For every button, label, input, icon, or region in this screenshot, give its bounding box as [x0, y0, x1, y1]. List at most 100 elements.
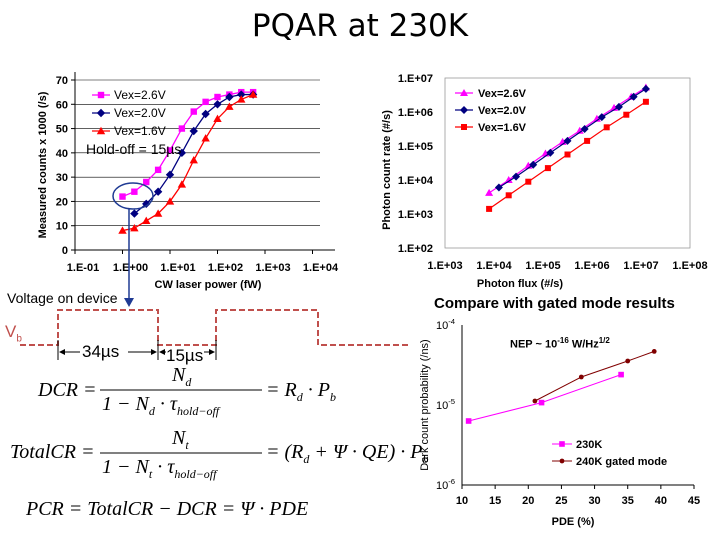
dark-count-x-tick-label: 20	[522, 495, 534, 507]
off-time-label: 15µs	[166, 346, 204, 366]
on-time-label: 34µs	[82, 342, 120, 362]
photon-rate-legend-marker	[461, 124, 467, 130]
pqar-x-tick-label: 1.E+02	[208, 262, 243, 274]
photon-rate-data-point	[564, 151, 571, 158]
dark-count-data-point	[538, 399, 545, 406]
photon-rate-data-point	[575, 126, 584, 134]
pqar-legend-marker	[96, 126, 106, 135]
pqar-data-point	[178, 125, 186, 132]
highlight-ellipse	[112, 182, 154, 210]
pqar-data-point	[130, 223, 139, 232]
pqar-legend-marker	[96, 108, 106, 118]
photon-rate-data-point	[544, 165, 551, 172]
photon-rate-x-tick-label: 1.E+06	[574, 260, 609, 272]
dark-count-y-label: Dark count probability (/ns)	[419, 339, 431, 470]
pqar-data-point	[142, 199, 151, 209]
dark-count-data-point	[625, 358, 631, 364]
photon-rate-data-point	[584, 137, 591, 144]
dark-count-legend: 230K 240K gated mode	[552, 439, 667, 468]
photon-rate-legend-label: Vex=2.0V	[478, 105, 527, 117]
photon-rate-legend: Vex=2.6V Vex=2.0V Vex=1.6V	[455, 88, 527, 134]
pqar-y-tick-label: 30	[56, 172, 68, 184]
photon-rate-series-line	[498, 88, 647, 188]
dark-count-x-tick-label: 30	[588, 495, 600, 507]
pqar-data-point	[177, 148, 187, 158]
off-arrowhead-left	[159, 349, 165, 355]
dark-count-y-tick-label: 10-6	[436, 477, 455, 492]
pqar-legend-label: Vex=2.6V	[114, 88, 166, 102]
photon-rate-y-tick-label: 1.E+04	[398, 175, 434, 187]
pqar-data-point	[213, 114, 222, 123]
pqar-legend-label: Vex=1.6V	[114, 124, 166, 138]
pqar-y-tick-label: 20	[56, 196, 68, 208]
dark-count-data-point	[578, 374, 584, 380]
pqar-x-tick-label: 1.E+03	[255, 262, 290, 274]
pqar-data-point	[143, 178, 150, 186]
photon-rate-chart: Photon count rate (#/s) Photon flux (#/s…	[381, 73, 708, 290]
photon-rate-x-label: Photon flux (#/s)	[477, 278, 564, 290]
photon-rate-data-point	[580, 125, 589, 133]
dark-count-x-tick-label: 10	[456, 495, 468, 507]
totalcr-denominator: 1 − Nt · τhold−off	[102, 456, 217, 481]
pqar-data-point	[189, 155, 198, 164]
pqar-data-point	[189, 126, 198, 136]
pqar-data-point	[154, 166, 162, 174]
dark-count-x-tick-label: 45	[688, 495, 700, 507]
pqar-data-point	[166, 147, 174, 154]
pulse-caption: Voltage on device	[7, 290, 118, 306]
nep-annotation: NEP ~ 10-16 W/Hz1/2	[510, 336, 610, 351]
dark-count-data-point	[465, 418, 472, 424]
dark-count-data-point	[618, 371, 624, 378]
pcr-equation: PCR = TotalCR − DCR = Ψ · PDE	[26, 498, 309, 520]
pqar-x-tick-label: 1.E+00	[113, 262, 148, 274]
photon-rate-data-point	[597, 113, 606, 122]
photon-rate-data-point	[641, 84, 650, 93]
pqar-y-tick-label: 60	[56, 99, 68, 111]
off-arrowhead-right	[209, 349, 215, 355]
pqar-data-point	[119, 193, 126, 200]
on-arrowhead-left	[59, 349, 65, 355]
pqar-data-point	[142, 216, 151, 225]
photon-rate-y-tick-label: 1.E+07	[398, 73, 433, 85]
dark-count-x-tick-label: 40	[655, 495, 667, 507]
photon-rate-data-point	[494, 183, 503, 192]
photon-rate-legend-label: Vex=2.6V	[478, 88, 527, 100]
dcr-numerator: Nd	[172, 364, 192, 389]
compare-title: Compare with gated mode results	[434, 295, 675, 312]
dark-count-legend-marker	[559, 458, 565, 464]
pqar-legend-marker	[97, 91, 105, 99]
pqar-data-point	[165, 170, 175, 179]
pqar-data-point	[130, 209, 139, 218]
holdoff-annotation: Hold-off = 15µs	[86, 141, 181, 157]
dark-count-series-line	[534, 350, 655, 402]
photon-rate-data-point	[546, 148, 555, 157]
photon-rate-y-label: Photon count rate (#/s)	[381, 110, 393, 230]
dark-count-axes: 10-4 10-5 10-610 15 20 25 30 35 40 45	[436, 317, 700, 507]
photon-rate-data-point	[563, 136, 572, 145]
vb-main: V	[5, 322, 17, 341]
pulse-waveform	[20, 309, 410, 360]
photon-rate-x-tick-label: 1.E+03	[427, 260, 462, 272]
photon-rate-data-point	[592, 114, 601, 122]
photon-rate-x-tick-label: 1.E+08	[672, 260, 707, 272]
dark-count-legend-marker	[559, 441, 565, 447]
dcr-lhs: DCR =	[38, 379, 97, 401]
photon-rate-y-tick-label: 1.E+05	[398, 141, 433, 153]
dark-count-chart: Dark count probability (/ns) PDE (%) 10-…	[419, 317, 700, 528]
pqar-data-point	[165, 197, 175, 205]
pqar-data-point	[201, 134, 210, 142]
pqar-data-point	[225, 102, 234, 110]
pqar-x-tick-label: 1.E+04	[303, 262, 339, 274]
pqar-data-point	[118, 226, 127, 234]
pqar-data-point	[202, 98, 209, 106]
photon-rate-legend-label: Vex=1.6V	[478, 122, 527, 134]
vb-label: Vb	[5, 322, 22, 344]
pqar-data-point	[214, 93, 221, 101]
dark-count-legend-label: 230K	[576, 439, 602, 451]
highlight-arrowhead	[124, 298, 134, 307]
pqar-x-tick-label: 1.E+01	[160, 262, 195, 274]
dark-count-x-label: PDE (%)	[552, 516, 595, 528]
slide-title: PQAR at 230K	[251, 8, 469, 44]
pqar-y-tick-label: 0	[62, 245, 68, 257]
